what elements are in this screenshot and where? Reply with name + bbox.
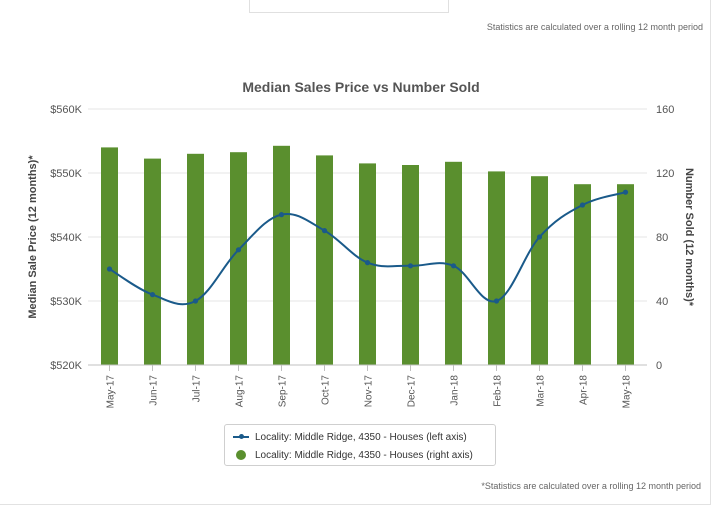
legend-label-line: Locality: Middle Ridge, 4350 - Houses (l… — [255, 431, 467, 443]
y-left-tick-label: $520K — [50, 360, 82, 372]
bar — [144, 158, 161, 365]
price-point — [364, 260, 371, 266]
legend-bar-marker — [236, 450, 246, 460]
chart-frame — [0, 0, 711, 505]
line-layer — [106, 189, 629, 306]
price-point — [579, 202, 586, 208]
y-axis-right-label: Number Sold (12 months)* — [683, 168, 695, 307]
price-point — [278, 212, 285, 218]
bar — [531, 176, 548, 365]
price-point — [235, 247, 242, 253]
y-left-tick-label: $550K — [50, 168, 82, 180]
axis-layer: $520K 0 $530K 40 $540K 80 $550K 120 $560K 160 May-… — [50, 104, 674, 408]
top-tab — [249, 0, 449, 13]
y-right-tick-label: 120 — [656, 168, 674, 180]
bar — [187, 153, 204, 365]
price-point — [106, 266, 113, 272]
y-right-tick-label: 40 — [656, 296, 668, 308]
note-top: Statistics are calculated over a rolling… — [486, 22, 703, 32]
y-left-tick-label: $560K — [50, 104, 82, 116]
bar — [101, 147, 118, 365]
price-point — [149, 292, 156, 298]
x-tick-label: Jul-17 — [192, 375, 203, 403]
bar — [316, 155, 333, 365]
price-point — [493, 298, 500, 304]
y-axis-left-label: Median Sale Price (12 months)* — [27, 155, 39, 319]
x-tick-label: Mar-18 — [536, 375, 547, 407]
note-bottom: *Statistics are calculated over a rollin… — [481, 481, 701, 491]
x-tick-label: Sep-17 — [278, 375, 289, 408]
price-point — [407, 263, 414, 269]
y-right-tick-label: 80 — [656, 232, 668, 244]
legend-line-marker — [233, 434, 249, 439]
y-left-tick-label: $540K — [50, 232, 82, 244]
legend-item-bar[interactable]: Locality: Middle Ridge, 4350 - Houses (r… — [233, 448, 473, 462]
x-tick-label: Apr-18 — [579, 375, 590, 405]
price-point — [450, 263, 457, 269]
price-point — [192, 298, 199, 304]
x-tick-label: Jun-17 — [149, 375, 160, 406]
bar-layer — [101, 145, 634, 365]
x-tick-label: Aug-17 — [235, 375, 246, 408]
price-point — [321, 228, 328, 234]
bar — [230, 152, 247, 365]
x-tick-label: Feb-18 — [493, 375, 504, 407]
x-tick-label: May-18 — [622, 375, 633, 409]
y-left-tick-label: $530K — [50, 296, 82, 308]
price-point — [622, 189, 629, 195]
y-right-tick-label: 160 — [656, 104, 674, 116]
x-tick-label: May-17 — [106, 375, 117, 409]
x-tick-label: Jan-18 — [450, 375, 461, 406]
bar — [574, 184, 591, 365]
bar — [488, 171, 505, 365]
chart-title: Median Sales Price vs Number Sold — [242, 79, 479, 95]
legend-label-bar: Locality: Middle Ridge, 4350 - Houses (r… — [255, 449, 473, 461]
bar — [273, 145, 290, 365]
price-point — [536, 234, 543, 240]
bar — [617, 184, 634, 365]
x-tick-label: Nov-17 — [364, 375, 375, 408]
x-tick-label: Oct-17 — [321, 375, 332, 405]
y-right-tick-label: 0 — [656, 360, 662, 372]
legend-item-line[interactable]: Locality: Middle Ridge, 4350 - Houses (l… — [233, 430, 467, 444]
x-tick-label: Dec-17 — [407, 375, 418, 408]
legend: Locality: Middle Ridge, 4350 - Houses (l… — [224, 424, 496, 466]
